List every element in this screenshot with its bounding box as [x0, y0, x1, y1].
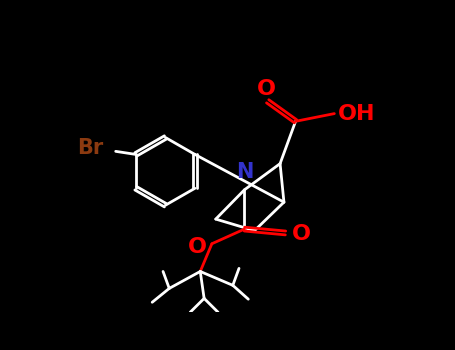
- Text: O: O: [188, 237, 207, 257]
- Text: N: N: [236, 162, 253, 182]
- Text: O: O: [257, 79, 276, 99]
- Text: OH: OH: [338, 104, 375, 124]
- Text: O: O: [292, 224, 311, 245]
- Text: Br: Br: [77, 138, 103, 158]
